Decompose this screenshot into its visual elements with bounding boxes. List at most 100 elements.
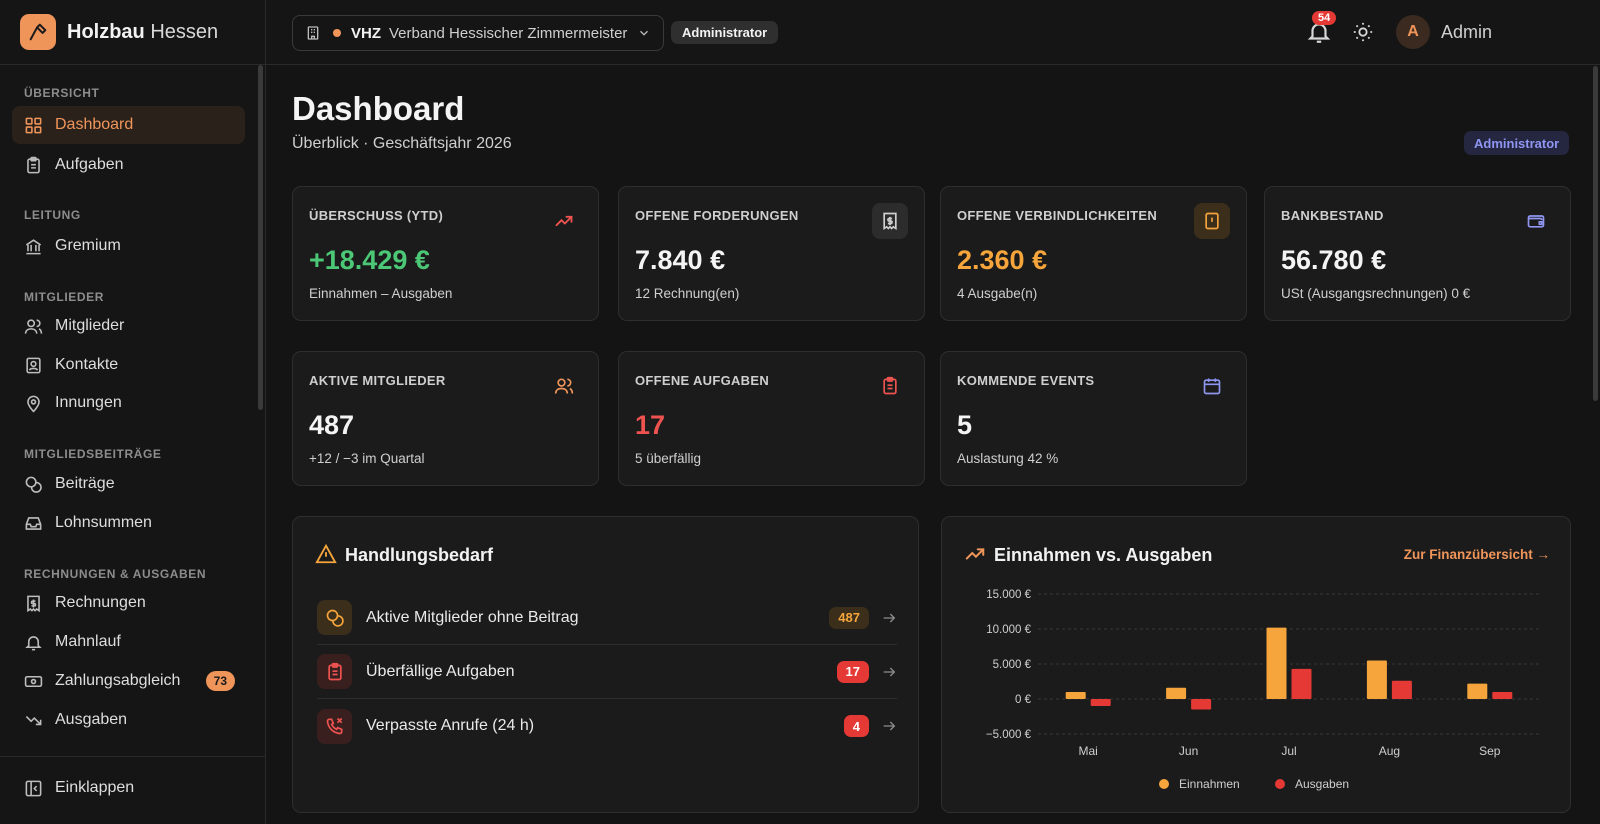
- bar-einnahmen-aug: [1366, 660, 1387, 699]
- kpi-card-events[interactable]: KOMMENDE EVENTS 5 Auslastung 42 %: [940, 351, 1247, 486]
- x-tick-label: Mai: [1079, 744, 1098, 758]
- main-scrollbar[interactable]: [1593, 66, 1598, 401]
- kpi-card-bankbestand[interactable]: BANKBESTAND 56.780 € USt (Ausgangsrechnu…: [1264, 186, 1571, 321]
- section-title-mitglieder: MITGLIEDER: [24, 290, 104, 304]
- kpi-label: OFFENE VERBINDLICHKEITEN: [957, 208, 1158, 223]
- action-label: Verpasste Anrufe (24 h): [366, 717, 535, 734]
- sidebar-item-innungen[interactable]: Innungen: [12, 384, 245, 422]
- section-title-rechnungen: RECHNUNGEN & AUSGABEN: [24, 567, 207, 581]
- bar-ausgaben-sep: [1492, 692, 1513, 699]
- sidebar-item-label: Gremium: [55, 237, 121, 254]
- collapse-sidebar-button[interactable]: Einklappen: [12, 769, 245, 807]
- action-row-mitglieder-ohne-beitrag[interactable]: Aktive Mitglieder ohne Beitrag 487: [317, 591, 897, 645]
- receipt-icon: [872, 203, 908, 239]
- action-panel: Handlungsbedarf Aktive Mitglieder ohne B…: [292, 516, 919, 813]
- brand-name: Holzbau Hessen: [67, 20, 219, 43]
- bar-ausgaben-jun: [1191, 699, 1212, 710]
- theme-toggle-sun-icon[interactable]: [1352, 21, 1374, 43]
- bar-ausgaben-mai: [1090, 699, 1111, 706]
- kpi-label: BANKBESTAND: [1281, 208, 1384, 223]
- finance-overview-link[interactable]: Zur Finanzübersicht →: [1403, 547, 1550, 562]
- arrow-right-icon: [883, 721, 896, 731]
- sidebar-item-zahlungsabgleich[interactable]: Zahlungsabgleich 73: [12, 662, 245, 700]
- role-pill: Administrator: [671, 21, 779, 44]
- sidebar-item-rechnungen[interactable]: Rechnungen: [12, 584, 245, 622]
- sidebar-item-beitraege[interactable]: Beiträge: [12, 465, 245, 503]
- action-count-badge: 487: [829, 606, 869, 629]
- kpi-card-aufgaben[interactable]: OFFENE AUFGABEN 17 5 überfällig: [618, 351, 925, 486]
- sidebar-nav: ÜBERSICHT Dashboard Aufgaben LEITUNG Gre…: [0, 65, 258, 747]
- sidebar-item-mitglieder[interactable]: Mitglieder: [12, 307, 245, 345]
- kpi-note: 4 Ausgabe(n): [957, 286, 1038, 301]
- sidebar-item-label: Ausgaben: [55, 711, 128, 728]
- sidebar-item-label: Innungen: [55, 394, 122, 411]
- finance-chart-title: Einnahmen vs. Ausgaben: [994, 545, 1213, 565]
- role-badge: Administrator: [1464, 131, 1570, 155]
- sidebar-item-mahnlauf[interactable]: Mahnlauf: [12, 623, 245, 661]
- map-pin-icon: [27, 395, 40, 413]
- user-name[interactable]: Admin: [1441, 22, 1493, 42]
- avatar[interactable]: A: [1396, 15, 1430, 49]
- sidebar-scrollbar[interactable]: [258, 65, 263, 410]
- chevron-down-icon: [640, 30, 648, 36]
- sidebar-item-kontakte[interactable]: Kontakte: [12, 346, 245, 384]
- kpi-card-forderungen[interactable]: OFFENE FORDERUNGEN 7.840 € 12 Rechnung(e…: [618, 186, 925, 321]
- users-icon: [546, 368, 582, 404]
- trending-up-icon: [546, 203, 582, 239]
- legend-label-einnahmen: Einnahmen: [1179, 777, 1240, 791]
- calendar-icon: [1194, 368, 1230, 404]
- kpi-card-ueberschuss[interactable]: ÜBERSCHUSS (YTD) +18.429 € Einnahmen – A…: [292, 186, 599, 321]
- notifications-bell-icon[interactable]: [1306, 18, 1332, 46]
- sidebar-item-dashboard[interactable]: Dashboard: [12, 106, 245, 144]
- sidebar-item-label: Beiträge: [55, 475, 115, 492]
- brand[interactable]: Holzbau Hessen: [0, 0, 265, 65]
- kpi-note: 5 überfällig: [635, 451, 702, 466]
- sidebar-item-lohnsummen[interactable]: Lohnsummen: [12, 504, 245, 542]
- contact-icon: [26, 357, 41, 373]
- y-tick-label: 5.000 €: [993, 659, 1032, 671]
- zahlungsabgleich-badge: 73: [205, 671, 235, 691]
- action-label: Überfällige Aufgaben: [366, 662, 515, 680]
- x-tick-label: Aug: [1379, 744, 1400, 758]
- clipboard-icon: [872, 368, 908, 404]
- action-count-badge: 4: [843, 715, 869, 737]
- sidebar: Holzbau Hessen ÜBERSICHT Dashboard Aufga…: [0, 0, 266, 824]
- sidebar-item-label: Lohnsummen: [55, 514, 152, 531]
- kpi-value: 5: [957, 410, 973, 440]
- org-status-dot: [333, 29, 341, 37]
- kpi-card-verbindlichkeiten[interactable]: OFFENE VERBINDLICHKEITEN 2.360 € 4 Ausga…: [940, 186, 1247, 321]
- x-tick-label: Jul: [1281, 744, 1296, 758]
- sidebar-item-aufgaben[interactable]: Aufgaben: [12, 146, 245, 184]
- kpi-value: 487: [309, 410, 355, 440]
- kpi-value: 17: [635, 410, 666, 440]
- bar-ausgaben-jul: [1291, 668, 1312, 699]
- bar-einnahmen-sep: [1467, 683, 1488, 699]
- arrow-right-icon: [883, 667, 896, 676]
- action-row-ueberfaellige-aufgaben[interactable]: Überfällige Aufgaben 17: [317, 645, 897, 699]
- action-row-verpasste-anrufe[interactable]: Verpasste Anrufe (24 h) 4: [317, 699, 897, 753]
- sidebar-item-label: Dashboard: [55, 116, 134, 133]
- hammer-icon: [20, 14, 56, 50]
- sidebar-item-ausgaben[interactable]: Ausgaben: [12, 701, 245, 739]
- warning-icon: [315, 543, 337, 564]
- legend-swatch-einnahmen: [1159, 779, 1169, 789]
- arrow-right-icon: [883, 613, 896, 622]
- kpi-card-mitglieder[interactable]: AKTIVE MITGLIEDER 487 +12 / −3 im Quarta…: [292, 351, 599, 486]
- bar-einnahmen-jun: [1166, 687, 1187, 699]
- sidebar-item-gremium[interactable]: Gremium: [12, 227, 245, 265]
- collapse-label: Einklappen: [55, 779, 135, 796]
- sidebar-item-label: Mahnlauf: [55, 633, 121, 650]
- action-panel-title: Handlungsbedarf: [345, 545, 494, 565]
- finance-chart-panel: Einnahmen vs. Ausgaben Zur Finanzübersic…: [941, 516, 1571, 813]
- organization-select[interactable]: VHZ Verband Hessischer Zimmermeister: [292, 15, 664, 51]
- y-tick-label: 0 €: [1015, 694, 1032, 706]
- bar-einnahmen-jul: [1266, 627, 1287, 699]
- action-label: Aktive Mitglieder ohne Beitrag: [366, 608, 579, 626]
- y-tick-label: 15.000 €: [986, 589, 1031, 601]
- kpi-value: +18.429 €: [309, 245, 430, 275]
- kpi-label: AKTIVE MITGLIEDER: [309, 373, 446, 388]
- coins-icon: [317, 600, 352, 635]
- section-title-beitraege: MITGLIEDSBEITRÄGE: [24, 447, 162, 461]
- kpi-label: OFFENE AUFGABEN: [635, 373, 770, 388]
- x-tick-label: Sep: [1479, 744, 1501, 758]
